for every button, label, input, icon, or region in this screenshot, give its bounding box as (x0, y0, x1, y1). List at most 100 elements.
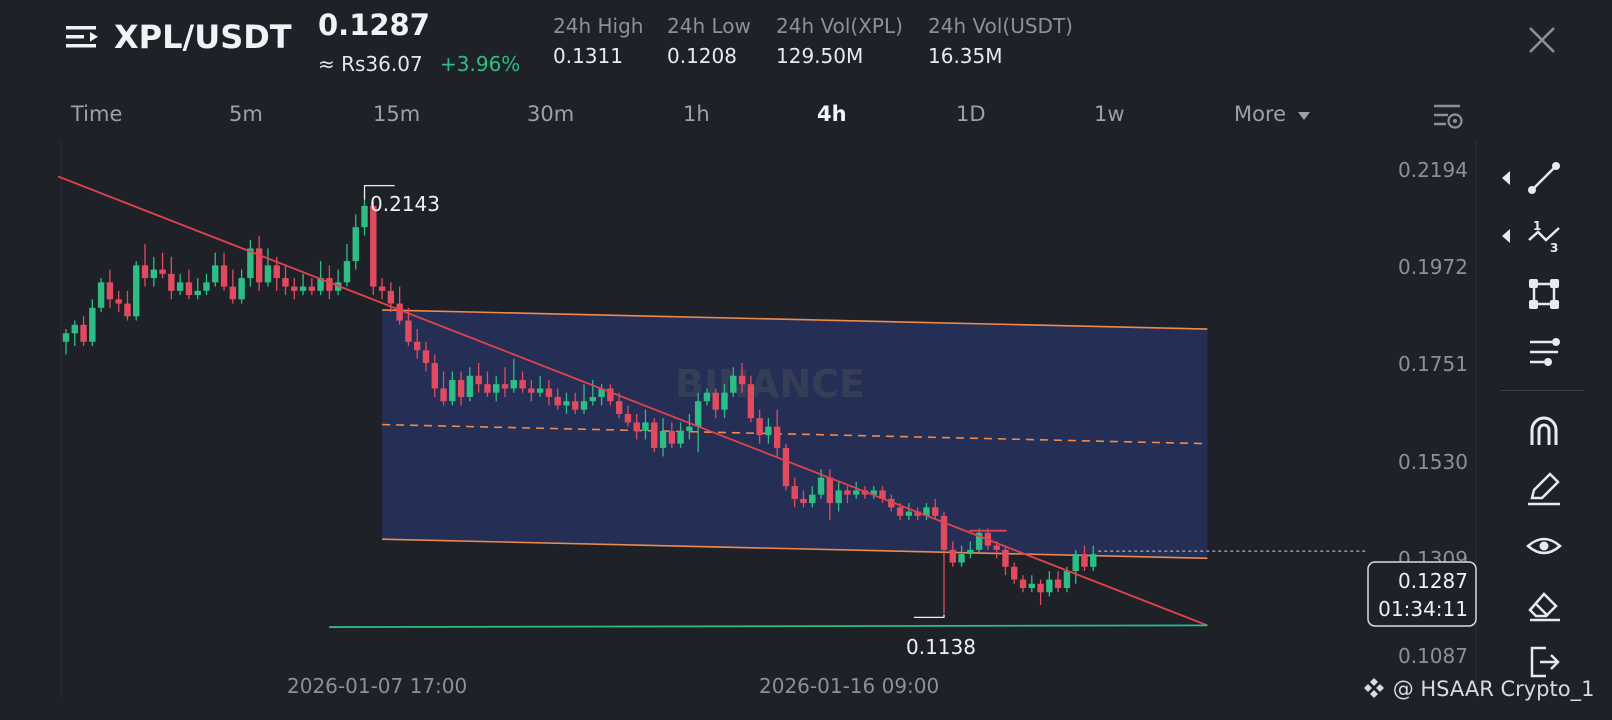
shapes-tool-icon[interactable] (1526, 276, 1562, 312)
stat-value-24h-vol-xpl: 129.50M (776, 44, 864, 68)
fib-tool-icon[interactable]: 1 3 (1526, 218, 1562, 254)
candle-up (642, 422, 649, 431)
magnet-icon[interactable] (1526, 412, 1562, 448)
candle-down (932, 507, 939, 516)
tab-1w[interactable]: 1w (1094, 102, 1125, 126)
low-annotation-label: 0.1138 (906, 635, 976, 659)
candle-down (756, 418, 763, 436)
candle-down (1019, 579, 1027, 589)
menu-icon[interactable] (66, 22, 100, 56)
candle-down (633, 422, 640, 431)
stat-value-24h-vol-usdt: 16.35M (928, 44, 1003, 68)
candle-down (800, 498, 807, 504)
candle-up (343, 261, 351, 283)
candle-down (405, 320, 412, 342)
candle-up (536, 388, 544, 393)
last-price-local: ≈ Rs36.07 (318, 52, 423, 76)
caret-down-icon (1297, 112, 1310, 120)
pair-title[interactable]: XPL/USDT (114, 18, 292, 56)
candle-up (1028, 583, 1035, 589)
indicator-settings-icon[interactable] (1432, 100, 1464, 132)
binance-logo-icon (1364, 678, 1384, 698)
candle-up (62, 333, 70, 342)
candle-down (1002, 549, 1009, 567)
candle-up (1063, 571, 1071, 589)
candle-down (712, 392, 719, 410)
candle-down (519, 379, 526, 389)
candle-up (352, 227, 359, 262)
candle-up (194, 290, 201, 296)
tab-15m[interactable]: 15m (373, 102, 421, 126)
candle-down (431, 363, 438, 389)
channel-mid-line (382, 423, 1208, 445)
stat-value-24h-low: 0.1208 (667, 44, 737, 68)
candle-up (89, 307, 96, 342)
candle-up (598, 388, 605, 397)
tab-time[interactable]: Time (71, 102, 123, 126)
candle-down (484, 384, 491, 393)
svg-text:3: 3 (1550, 241, 1558, 254)
stat-label-24h-vol-xpl: 24h Vol(XPL) (776, 14, 903, 38)
candle-down (914, 511, 921, 516)
high-annotation-line (363, 185, 395, 200)
expand-arrow-icon[interactable] (1500, 228, 1512, 244)
candle-up (817, 477, 825, 495)
tab-1d[interactable]: 1D (956, 102, 986, 126)
candle-down (185, 282, 193, 296)
candle-down (773, 426, 781, 448)
candle-up (765, 426, 772, 436)
descending-trendline (57, 175, 1208, 627)
current-price-tag: 0.1287 01:34:11 (1367, 561, 1477, 627)
candle-up (71, 324, 78, 334)
stat-label-24h-vol-usdt: 24h Vol(USDT) (928, 14, 1073, 38)
candle-down (326, 278, 333, 291)
support-line (329, 624, 1208, 628)
candle-up (721, 392, 728, 410)
candle-down (168, 273, 175, 291)
close-icon[interactable] (1526, 24, 1558, 56)
settings-lines-icon[interactable] (1526, 334, 1562, 370)
candle-down (115, 299, 122, 304)
low-annotation-line (914, 614, 945, 618)
tab-4h[interactable]: 4h (817, 102, 847, 126)
candle-down (273, 265, 280, 279)
candle-down (282, 278, 289, 287)
tab-5m[interactable]: 5m (229, 102, 263, 126)
candle-down (159, 269, 166, 274)
candle-down (457, 379, 465, 397)
candle-down (308, 286, 316, 291)
candle-down (291, 286, 298, 291)
pencil-icon[interactable] (1526, 470, 1562, 506)
candle-up (212, 265, 219, 283)
eraser-icon[interactable] (1526, 586, 1562, 622)
expand-arrow-icon[interactable] (1500, 170, 1512, 186)
candle-down (229, 286, 237, 300)
candlestick-chart[interactable]: BINANCE 0.2143 0.1138 0.2194 0.1972 0.17… (0, 0, 1480, 720)
candle-up (238, 278, 245, 300)
y-tick-label: 0.2194 (1398, 158, 1468, 182)
exit-icon[interactable] (1526, 644, 1562, 680)
candle-down (440, 388, 447, 402)
tab-30m[interactable]: 30m (527, 102, 575, 126)
candle-up (580, 401, 588, 410)
channel-bottom-line (382, 538, 1208, 560)
candle-up (449, 379, 456, 402)
candle-down (528, 388, 535, 393)
candle-up (563, 401, 570, 406)
candle-up (510, 379, 517, 389)
tab-1h[interactable]: 1h (683, 102, 710, 126)
candle-up (967, 549, 974, 555)
candle-up (905, 511, 913, 516)
eye-icon[interactable] (1526, 528, 1562, 564)
last-price: 0.1287 (318, 8, 430, 42)
price-tag-box (1367, 561, 1477, 627)
candle-down (615, 401, 623, 414)
candle-down (475, 375, 482, 385)
candle-down (1037, 583, 1044, 593)
tab-more[interactable]: More (1234, 102, 1311, 126)
trendline-tool-icon[interactable] (1526, 160, 1562, 196)
candle-up (686, 426, 693, 431)
candle-up (203, 282, 210, 291)
candle-down (141, 265, 149, 279)
candle-down (378, 286, 386, 291)
